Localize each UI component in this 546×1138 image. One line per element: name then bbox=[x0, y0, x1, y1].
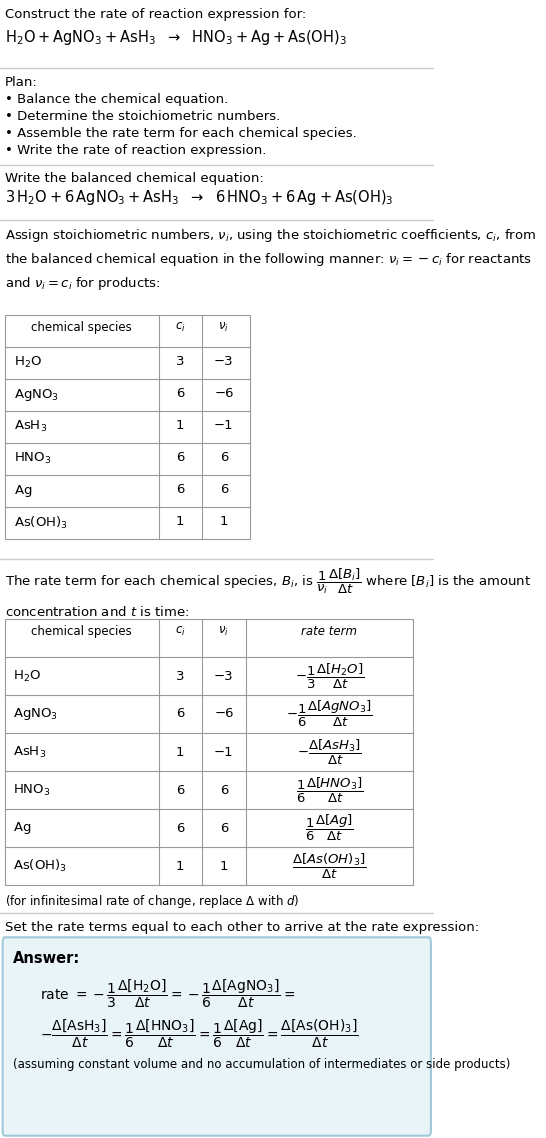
Text: 6: 6 bbox=[219, 783, 228, 797]
Text: $\mathregular{HNO_3}$: $\mathregular{HNO_3}$ bbox=[13, 783, 50, 798]
Text: $\mathregular{H_2O + AgNO_3 + AsH_3}$  $\rightarrow$  $\mathregular{HNO_3 + Ag +: $\mathregular{H_2O + AgNO_3 + AsH_3}$ $\… bbox=[5, 28, 347, 47]
Text: 1: 1 bbox=[176, 516, 185, 528]
Text: 6: 6 bbox=[176, 483, 185, 496]
Text: $\dfrac{1}{6}\dfrac{\Delta[Ag]}{\Delta t}$: $\dfrac{1}{6}\dfrac{\Delta[Ag]}{\Delta t… bbox=[305, 813, 354, 843]
Text: $c_i$: $c_i$ bbox=[175, 625, 186, 638]
Text: $\mathregular{AgNO_3}$: $\mathregular{AgNO_3}$ bbox=[13, 706, 58, 721]
Text: $\mathregular{AsH_3}$: $\mathregular{AsH_3}$ bbox=[14, 419, 48, 434]
Text: $\mathregular{Ag}$: $\mathregular{Ag}$ bbox=[14, 483, 33, 498]
Text: $\mathregular{HNO_3}$: $\mathregular{HNO_3}$ bbox=[14, 451, 52, 467]
Text: 6: 6 bbox=[219, 822, 228, 834]
Text: Answer:: Answer: bbox=[13, 951, 80, 966]
Text: Construct the rate of reaction expression for:: Construct the rate of reaction expressio… bbox=[5, 8, 306, 20]
Text: 1: 1 bbox=[176, 419, 185, 432]
Text: rate $= -\dfrac{1}{3}\dfrac{\Delta[\mathrm{H_2O}]}{\Delta t} = -\dfrac{1}{6}\dfr: rate $= -\dfrac{1}{3}\dfrac{\Delta[\math… bbox=[40, 978, 295, 1011]
Text: −3: −3 bbox=[214, 669, 234, 683]
Text: 6: 6 bbox=[176, 822, 185, 834]
Text: $-\dfrac{\Delta[\mathrm{AsH_3}]}{\Delta t} = \dfrac{1}{6}\dfrac{\Delta[\mathrm{H: $-\dfrac{\Delta[\mathrm{AsH_3}]}{\Delta … bbox=[40, 1019, 358, 1050]
Text: −1: −1 bbox=[214, 745, 234, 759]
Text: −6: −6 bbox=[214, 387, 234, 399]
Text: Write the balanced chemical equation:: Write the balanced chemical equation: bbox=[5, 172, 264, 185]
Text: $\mathregular{3\,H_2O + 6\,AgNO_3 + AsH_3}$  $\rightarrow$  $\mathregular{6\,HNO: $\mathregular{3\,H_2O + 6\,AgNO_3 + AsH_… bbox=[5, 188, 393, 207]
Text: 6: 6 bbox=[176, 708, 185, 720]
Text: rate term: rate term bbox=[301, 625, 358, 638]
Text: $\dfrac{\Delta[As(OH)_3]}{\Delta t}$: $\dfrac{\Delta[As(OH)_3]}{\Delta t}$ bbox=[292, 851, 367, 881]
Text: • Write the rate of reaction expression.: • Write the rate of reaction expression. bbox=[5, 145, 266, 157]
Text: 1: 1 bbox=[219, 859, 228, 873]
Text: Set the rate terms equal to each other to arrive at the rate expression:: Set the rate terms equal to each other t… bbox=[5, 921, 479, 934]
Text: (for infinitesimal rate of change, replace Δ with $d$): (for infinitesimal rate of change, repla… bbox=[5, 893, 299, 910]
Text: 6: 6 bbox=[219, 483, 228, 496]
Text: $\nu_i$: $\nu_i$ bbox=[218, 625, 229, 638]
Text: Plan:: Plan: bbox=[5, 76, 38, 89]
Text: $\mathregular{As(OH)_3}$: $\mathregular{As(OH)_3}$ bbox=[13, 858, 67, 874]
Text: $\mathregular{H_2O}$: $\mathregular{H_2O}$ bbox=[14, 355, 43, 370]
Text: 1: 1 bbox=[176, 859, 185, 873]
Text: • Balance the chemical equation.: • Balance the chemical equation. bbox=[5, 93, 228, 106]
Text: 3: 3 bbox=[176, 669, 185, 683]
Text: 6: 6 bbox=[176, 451, 185, 464]
Text: Assign stoichiometric numbers, $\nu_i$, using the stoichiometric coefficients, $: Assign stoichiometric numbers, $\nu_i$, … bbox=[5, 226, 536, 292]
Text: The rate term for each chemical species, $B_i$, is $\dfrac{1}{\nu_i}\dfrac{\Delt: The rate term for each chemical species,… bbox=[5, 567, 531, 619]
Text: $-\dfrac{1}{3}\dfrac{\Delta[H_2O]}{\Delta t}$: $-\dfrac{1}{3}\dfrac{\Delta[H_2O]}{\Delt… bbox=[295, 661, 364, 691]
FancyBboxPatch shape bbox=[3, 938, 431, 1136]
Text: • Determine the stoichiometric numbers.: • Determine the stoichiometric numbers. bbox=[5, 110, 280, 123]
Text: $c_i$: $c_i$ bbox=[175, 321, 186, 335]
Text: chemical species: chemical species bbox=[32, 321, 132, 333]
Text: chemical species: chemical species bbox=[32, 625, 132, 638]
Text: (assuming constant volume and no accumulation of intermediates or side products): (assuming constant volume and no accumul… bbox=[13, 1058, 510, 1071]
Text: • Assemble the rate term for each chemical species.: • Assemble the rate term for each chemic… bbox=[5, 127, 357, 140]
Text: $\mathregular{Ag}$: $\mathregular{Ag}$ bbox=[13, 820, 31, 836]
Text: 1: 1 bbox=[219, 516, 228, 528]
Text: 6: 6 bbox=[219, 451, 228, 464]
Text: 6: 6 bbox=[176, 783, 185, 797]
Text: 6: 6 bbox=[176, 387, 185, 399]
Text: $-\dfrac{1}{6}\dfrac{\Delta[AgNO_3]}{\Delta t}$: $-\dfrac{1}{6}\dfrac{\Delta[AgNO_3]}{\De… bbox=[286, 699, 373, 729]
Text: $\mathregular{AsH_3}$: $\mathregular{AsH_3}$ bbox=[13, 744, 46, 759]
Text: −1: −1 bbox=[214, 419, 234, 432]
Text: $\nu_i$: $\nu_i$ bbox=[218, 321, 229, 335]
Text: $\mathregular{AgNO_3}$: $\mathregular{AgNO_3}$ bbox=[14, 387, 60, 403]
Text: $\mathregular{H_2O}$: $\mathregular{H_2O}$ bbox=[13, 668, 41, 684]
Text: $\dfrac{1}{6}\dfrac{\Delta[HNO_3]}{\Delta t}$: $\dfrac{1}{6}\dfrac{\Delta[HNO_3]}{\Delt… bbox=[296, 775, 363, 805]
Text: −3: −3 bbox=[214, 355, 234, 368]
Text: $-\dfrac{\Delta[AsH_3]}{\Delta t}$: $-\dfrac{\Delta[AsH_3]}{\Delta t}$ bbox=[297, 737, 362, 767]
Text: 1: 1 bbox=[176, 745, 185, 759]
Text: −6: −6 bbox=[214, 708, 234, 720]
Text: 3: 3 bbox=[176, 355, 185, 368]
Text: $\mathregular{As(OH)_3}$: $\mathregular{As(OH)_3}$ bbox=[14, 516, 68, 531]
